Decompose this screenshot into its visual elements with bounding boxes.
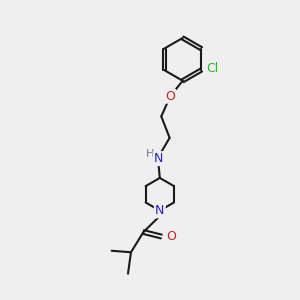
Text: N: N — [154, 152, 163, 165]
Text: N: N — [155, 204, 164, 217]
Text: Cl: Cl — [207, 62, 219, 75]
Text: O: O — [165, 90, 175, 103]
Text: H: H — [146, 149, 154, 160]
Text: O: O — [167, 230, 176, 243]
